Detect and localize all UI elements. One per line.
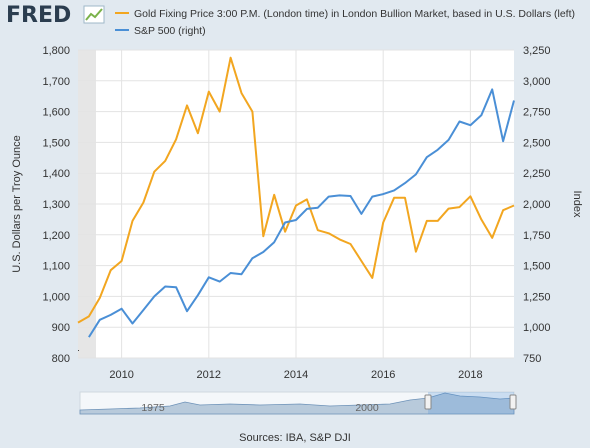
first-point-marker <box>78 350 79 351</box>
x-tick-label: 2014 <box>284 369 308 381</box>
right-tick-label: 3,250 <box>523 45 551 57</box>
left-tick-label: 900 <box>52 322 70 334</box>
legend: Gold Fixing Price 3:00 P.M. (London time… <box>115 8 575 37</box>
right-tick-label: 2,000 <box>523 199 551 211</box>
left-tick-label: 1,700 <box>42 76 70 88</box>
series-line-gold[interactable] <box>77 56 515 324</box>
legend-label-gold[interactable]: Gold Fixing Price 3:00 P.M. (London time… <box>134 8 575 20</box>
navigator-handle-left[interactable] <box>424 394 432 410</box>
series-line-sp500[interactable] <box>88 88 515 338</box>
left-axis-title: U.S. Dollars per Troy Ounce <box>11 135 23 273</box>
right-tick-label: 1,750 <box>523 230 551 242</box>
left-tick-label: 1,300 <box>42 199 70 211</box>
grid <box>78 49 514 359</box>
x-tick-label: 2016 <box>371 369 395 381</box>
left-tick-label: 1,600 <box>42 107 70 119</box>
left-tick-label: 1,000 <box>42 291 70 303</box>
navigator-area <box>79 392 515 415</box>
right-tick-label: 1,000 <box>523 322 551 334</box>
left-axis-ticks: 800 900 1,000 1,100 1,200 1,300 1,400 1,500 1,60… <box>42 45 70 365</box>
right-tick-label: 2,750 <box>523 107 551 119</box>
legend-label-sp500[interactable]: S&P 500 (right) <box>134 25 206 37</box>
navigator-handle-right[interactable] <box>509 394 517 410</box>
x-tick-label: 2012 <box>197 369 221 381</box>
x-tick-label: 2010 <box>109 369 133 381</box>
right-tick-label: 1,500 <box>523 261 551 273</box>
left-tick-label: 800 <box>52 353 70 365</box>
left-tick-label: 1,500 <box>42 137 70 149</box>
left-tick-label: 1,200 <box>42 230 70 242</box>
left-tick-label: 1,400 <box>42 168 70 180</box>
right-axis-ticks: 750 1,000 1,250 1,500 1,750 2,000 2,250 2,500 2,… <box>523 45 551 365</box>
left-tick-label: 1,800 <box>42 45 70 57</box>
right-axis-title: Index <box>571 191 583 218</box>
navigator-label-1975: 1975 <box>141 402 165 414</box>
fred-logo[interactable]: FRED <box>6 3 71 28</box>
range-navigator[interactable]: 1975 2000 <box>79 391 517 415</box>
x-axis-ticks: 2010 2012 2014 2016 2018 <box>109 369 482 381</box>
right-tick-label: 1,250 <box>523 291 551 303</box>
x-tick-label: 2018 <box>458 369 482 381</box>
right-tick-label: 2,250 <box>523 168 551 180</box>
left-tick-label: 1,100 <box>42 261 70 273</box>
header: FRED <box>6 3 105 28</box>
series-lines <box>77 56 515 338</box>
navigator-label-2000: 2000 <box>355 402 379 414</box>
line-graph-icon <box>83 5 105 24</box>
sources-footer: Sources: IBA, S&P DJI <box>239 432 351 444</box>
right-tick-label: 2,500 <box>523 137 551 149</box>
right-tick-label: 750 <box>523 353 541 365</box>
navigator-selection[interactable] <box>428 392 514 414</box>
right-tick-label: 3,000 <box>523 76 551 88</box>
